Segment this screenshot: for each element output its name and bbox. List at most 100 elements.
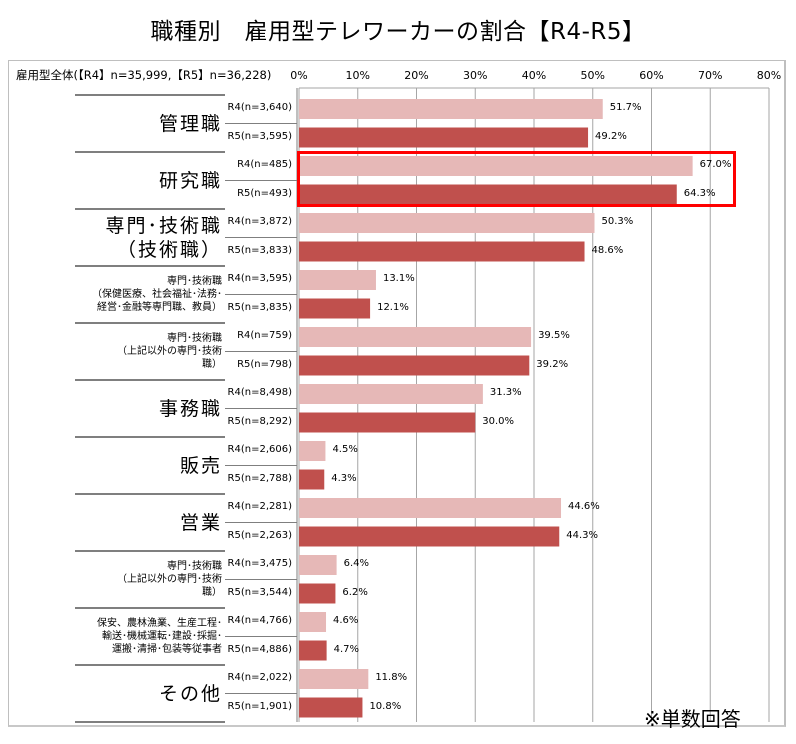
sample-size-label: R5(n=8,292) [227, 415, 292, 427]
bar-r5 [299, 640, 327, 661]
category-label: 事務職 [159, 397, 222, 421]
value-label: 49.2% [595, 130, 627, 142]
bar-r4 [299, 99, 603, 119]
value-label: 31.3% [489, 387, 522, 398]
x-tick-label: 40% [521, 69, 547, 82]
category-label-line: 専門･技術職 [167, 333, 222, 344]
value-label: 39.5% [538, 330, 570, 341]
bar-r4 [299, 384, 483, 404]
sample-size-label: R4(n=3,872) [227, 216, 292, 227]
category-label-line: 輸送･機械運転･建設･採掘･ [102, 631, 222, 642]
highlight-box [297, 151, 736, 207]
x-tick-label: 60% [639, 69, 664, 82]
category-label-line: 研究職 [158, 169, 222, 192]
value-label: 64.3% [683, 187, 716, 199]
sample-size-label: R4(n=3,640) [227, 102, 292, 113]
bar-r5 [299, 355, 530, 376]
category-label: 営業 [180, 511, 222, 535]
bar-r4 [299, 441, 326, 461]
bar-r4 [299, 498, 562, 518]
bar-r5 [299, 583, 336, 604]
value-label: 6.2% [342, 586, 368, 598]
bar-r5 [299, 469, 325, 490]
sample-size-label: R4(n=2,606) [227, 444, 292, 455]
sample-size-label: R5(n=3,833) [227, 244, 292, 256]
sample-size-label: R4(n=3,595) [227, 273, 292, 284]
sample-size-label: R5(n=798) [237, 358, 292, 370]
x-tick-label: 10% [345, 69, 370, 82]
sample-size-label: R4(n=2,281) [227, 501, 292, 512]
overall-sample-label: 雇用型全体(【R4】n=35,999,【R5】n=36,228) [16, 68, 272, 82]
bar-r4 [299, 555, 337, 575]
category-label-line: 職） [202, 587, 222, 598]
sample-size-label: R5(n=2,263) [227, 529, 292, 541]
category-label-line: 保安、農林漁業、生産工程･ [97, 618, 222, 629]
category-label: 専門･技術職 （技術職） [105, 214, 222, 262]
category-label: 販売 [180, 454, 222, 478]
chart-title: 職種別 雇用型テレワーカーの割合【R4-R5】 [150, 19, 646, 45]
category-label-line: 専門･技術職 [167, 561, 222, 572]
value-label: 4.3% [331, 472, 357, 484]
category-label-line: （上記以外の専門･技術 [117, 346, 222, 357]
sample-size-label: R4(n=759) [237, 330, 292, 341]
category-label-line: （技術職） [116, 238, 222, 261]
chart-frame [8, 60, 786, 727]
bar-r4 [299, 213, 595, 233]
bar-r4 [299, 327, 532, 347]
bar-r5 [299, 697, 363, 718]
x-tick-label: 80% [756, 69, 782, 82]
x-tick-label: 20% [404, 69, 429, 82]
value-label: 10.8% [369, 700, 402, 712]
category-label: 専門･技術職 （上記以外の専門･技術職） [117, 332, 222, 371]
category-label: 専門･技術職 （上記以外の専門･技術職） [117, 560, 222, 599]
category-label-line: 事務職 [158, 397, 222, 420]
bar-r4 [299, 270, 376, 290]
sample-size-label: R4(n=4,766) [227, 615, 292, 626]
value-label: 50.3% [601, 216, 634, 227]
value-label: 30.0% [482, 415, 515, 427]
value-label: 4.7% [333, 643, 360, 655]
sample-size-label: R5(n=1,901) [227, 700, 292, 712]
sample-size-label: R5(n=3,595) [227, 130, 292, 142]
value-label: 4.5% [332, 444, 358, 455]
value-label: 44.3% [566, 529, 599, 541]
category-label-line: 運搬･清掃･包装等従事者 [112, 644, 222, 655]
value-label: 39.2% [536, 358, 569, 370]
value-label: 44.6% [568, 501, 600, 512]
category-label: 保安、農林漁業、生産工程･ 輸送･機械運転･建設･採掘･ 運搬･清掃･包装等従事者 [97, 617, 222, 656]
value-label: 12.1% [377, 301, 409, 313]
value-label: 4.6% [333, 615, 359, 626]
sample-size-label: R5(n=493) [237, 187, 292, 199]
category-label-line: （上記以外の専門･技術 [117, 574, 222, 585]
sample-size-label: R4(n=3,475) [227, 558, 292, 569]
sample-size-label: R4(n=8,498) [227, 387, 292, 398]
bar-r4 [299, 156, 693, 176]
single-answer-note: ※単数回答 [644, 707, 741, 731]
x-tick-label: 70% [698, 69, 723, 82]
value-label: 51.7% [609, 102, 642, 113]
value-label: 48.6% [591, 244, 624, 256]
sample-size-label: R5(n=4,886) [227, 643, 292, 655]
category-label-line: 職） [202, 359, 222, 370]
category-label-line: （保健医療、社会福祉･法務･ [92, 289, 222, 300]
category-label: その他 [159, 682, 222, 706]
category-label-line: 専門･技術職 [105, 214, 222, 237]
x-tick-label: 30% [463, 69, 488, 82]
bar-r4 [299, 669, 369, 689]
bar-r5 [299, 412, 476, 433]
category-label: 研究職 [159, 169, 222, 193]
value-label: 67.0% [699, 159, 732, 170]
category-label-line: 営業 [179, 511, 222, 534]
category-label-line: 販売 [179, 454, 222, 477]
sample-size-label: R5(n=3,835) [227, 301, 292, 313]
x-tick-label: 50% [580, 69, 605, 82]
bar-r5 [299, 184, 677, 205]
category-label: 専門･技術職 （保健医療、社会福祉･法務･ 経営･金融等専門職、教員） [92, 275, 222, 314]
bar-r5 [299, 298, 371, 319]
category-label-line: 専門･技術職 [167, 276, 222, 287]
category-label-line: 経営･金融等専門職、教員） [97, 302, 222, 313]
category-label-line: 管理職 [158, 112, 222, 135]
category-label-line: その他 [158, 682, 222, 705]
category-label: 管理職 [159, 112, 222, 136]
sample-size-label: R5(n=2,788) [227, 472, 292, 484]
